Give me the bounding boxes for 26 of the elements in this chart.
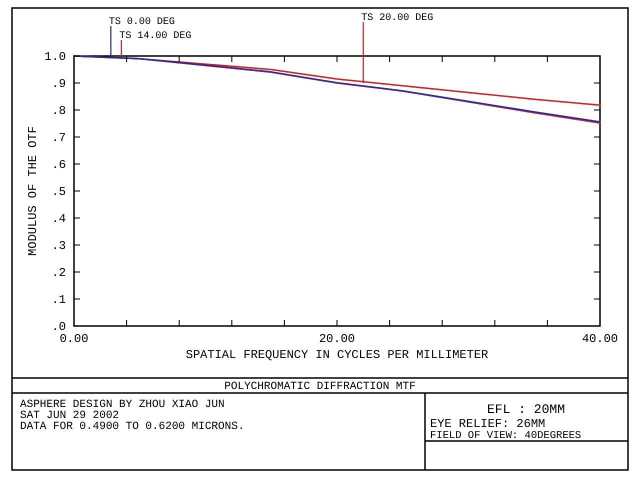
- y-axis-title: MODULUS OF THE OTF: [26, 126, 40, 256]
- text: ASPHERE DESIGN BY ZHOU XIAO JUN: [20, 399, 225, 411]
- y-tick-label: .5: [52, 185, 66, 200]
- annotation: TS 0.00 DEG: [108, 17, 175, 28]
- x-tick-label: 20.00: [318, 332, 356, 346]
- annotation: TS 14.00 DEG: [119, 31, 192, 42]
- y-tick-label: .9: [52, 77, 66, 92]
- x-tick-label: 0.00: [60, 332, 88, 346]
- y-tick-label: .8: [52, 104, 66, 118]
- y-tick-label: .4: [52, 212, 66, 226]
- y-tick-label: .6: [52, 158, 66, 172]
- y-tick-label: .0: [52, 320, 66, 334]
- text: FIELD OF VIEW: 40DEGREES: [430, 430, 582, 442]
- y-tick-label: 1.0: [44, 50, 66, 64]
- text: EFL : 20MM: [486, 402, 566, 417]
- y-tick-label: .3: [52, 239, 66, 254]
- text: EYE RELIEF: 26MM: [430, 417, 546, 431]
- text: SAT JUN 29 2002: [20, 410, 120, 422]
- y-tick-label: .1: [52, 293, 66, 308]
- y-tick-label: .2: [52, 266, 66, 280]
- y-tick-label: .7: [52, 131, 66, 146]
- text: DATA FOR 0.4900 TO 0.6200 MICRONS.: [20, 421, 244, 433]
- x-tick-label: 40.00: [582, 332, 618, 346]
- annotation: TS 20.00 DEG: [361, 13, 434, 24]
- x-axis-title: SPATIAL FREQUENCY IN CYCLES PER MILLIMETER: [186, 348, 488, 362]
- text: POLYCHROMATIC DIFFRACTION MTF: [224, 381, 416, 393]
